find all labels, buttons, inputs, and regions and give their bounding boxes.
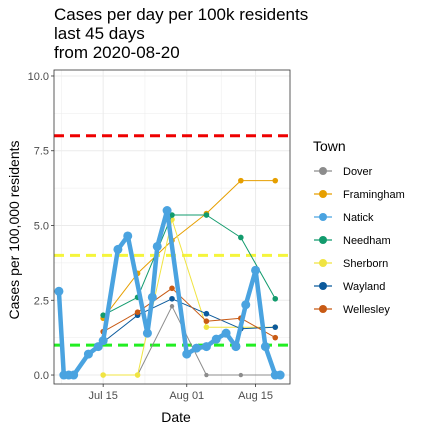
data-point-natick <box>152 241 162 251</box>
legend-label: Sherborn <box>343 258 388 270</box>
legend-key-point <box>319 213 327 221</box>
data-point-needham <box>169 212 175 218</box>
x-axis-title: Date <box>161 409 191 425</box>
legend-key-point <box>319 236 327 244</box>
legend-item-wellesley: Wellesley <box>314 304 390 316</box>
data-point-natick <box>241 300 251 310</box>
legend-label: Framingham <box>343 189 405 201</box>
chart-title-line-3: from 2020-08-20 <box>54 43 180 62</box>
legend-item-sherborn: Sherborn <box>314 258 388 270</box>
legend-key-point <box>319 167 327 175</box>
data-point-natick <box>113 244 123 254</box>
data-point-natick <box>211 334 221 344</box>
legend-label: Needham <box>343 235 391 247</box>
data-point-natick <box>192 343 202 353</box>
legend: Town Dover Framingham Natick Needham Sherbor… <box>313 138 405 316</box>
x-tick-label: Aug 15 <box>238 390 273 402</box>
legend-key-point <box>319 305 327 313</box>
series-line-wellesley <box>102 287 276 339</box>
data-point-wellesley <box>272 334 279 341</box>
data-point-natick <box>98 336 108 346</box>
y-tick-label: 0.0 <box>34 370 49 382</box>
series <box>54 177 285 380</box>
axis-ticks: 0.0 2.5 5.0 7.5 10.0 Jul 15 Aug 01 Aug 15 <box>28 71 273 402</box>
chart-title-line-2: last 45 days <box>54 24 145 43</box>
data-point-natick <box>162 206 172 216</box>
legend-item-wayland: Wayland <box>314 281 385 293</box>
legend-key-point <box>319 282 327 290</box>
legend-title: Town <box>313 138 346 154</box>
data-point-sherborn <box>203 324 210 330</box>
data-point-natick <box>231 342 241 352</box>
data-point-natick <box>93 342 103 352</box>
panel-border <box>53 69 291 385</box>
data-point-natick <box>123 231 133 241</box>
data-point-needham <box>238 234 244 241</box>
x-tick-label: Jul 15 <box>88 390 117 402</box>
legend-label: Dover <box>343 166 373 178</box>
data-point-dover <box>169 304 175 309</box>
legend-label: Wellesley <box>343 304 390 316</box>
data-point-natick <box>275 370 285 380</box>
legend-item-natick: Natick <box>314 212 374 224</box>
data-point-wayland <box>272 324 279 330</box>
x-tick-label: Aug 01 <box>169 390 204 402</box>
data-point-natick <box>260 342 270 352</box>
legend-key-point <box>319 259 327 267</box>
legend-item-needham: Needham <box>314 235 391 247</box>
data-point-dover <box>204 372 209 378</box>
series-line-framingham <box>102 180 276 319</box>
y-tick-label: 10.0 <box>28 71 49 83</box>
series-needham <box>100 212 279 319</box>
legend-label: Natick <box>343 212 374 224</box>
data-point-framingham <box>272 177 279 184</box>
series-line-needham <box>102 214 276 316</box>
data-point-dover <box>238 372 244 378</box>
legend-label: Wayland <box>343 281 385 293</box>
data-point-natick <box>251 265 261 275</box>
data-point-wellesley <box>169 285 175 292</box>
data-point-natick <box>69 370 79 380</box>
data-point-natick <box>54 286 64 296</box>
series-natick <box>54 206 285 380</box>
data-point-needham <box>272 295 279 302</box>
data-point-needham <box>203 212 210 218</box>
y-tick-label: 5.0 <box>34 221 49 233</box>
series-line-sherborn <box>102 219 276 376</box>
y-tick-label: 2.5 <box>34 295 49 307</box>
series-line-wayland <box>102 298 276 343</box>
data-point-wellesley <box>203 318 210 325</box>
legend-item-framingham: Framingham <box>314 189 405 201</box>
data-point-sherborn <box>100 372 106 378</box>
data-point-natick <box>182 349 192 359</box>
legend-item-dover: Dover <box>314 166 373 178</box>
chart-title-line-1: Cases per day per 100k residents <box>54 5 308 24</box>
data-point-needham <box>100 312 106 319</box>
data-point-natick <box>147 292 157 302</box>
chart-title: Cases per day per 100k residents last 45… <box>54 5 308 62</box>
y-axis-title: Cases per 100,000 residents <box>6 141 22 320</box>
data-point-natick <box>142 328 152 338</box>
data-point-wayland <box>169 295 175 302</box>
data-point-natick <box>201 342 211 352</box>
legend-key-point <box>319 190 327 198</box>
data-point-wayland <box>203 310 210 317</box>
data-point-sherborn <box>134 372 141 378</box>
data-point-natick <box>221 328 231 338</box>
data-point-wellesley <box>134 309 141 316</box>
y-tick-label: 7.5 <box>34 146 49 158</box>
data-point-framingham <box>238 177 244 184</box>
data-point-natick <box>83 349 93 359</box>
